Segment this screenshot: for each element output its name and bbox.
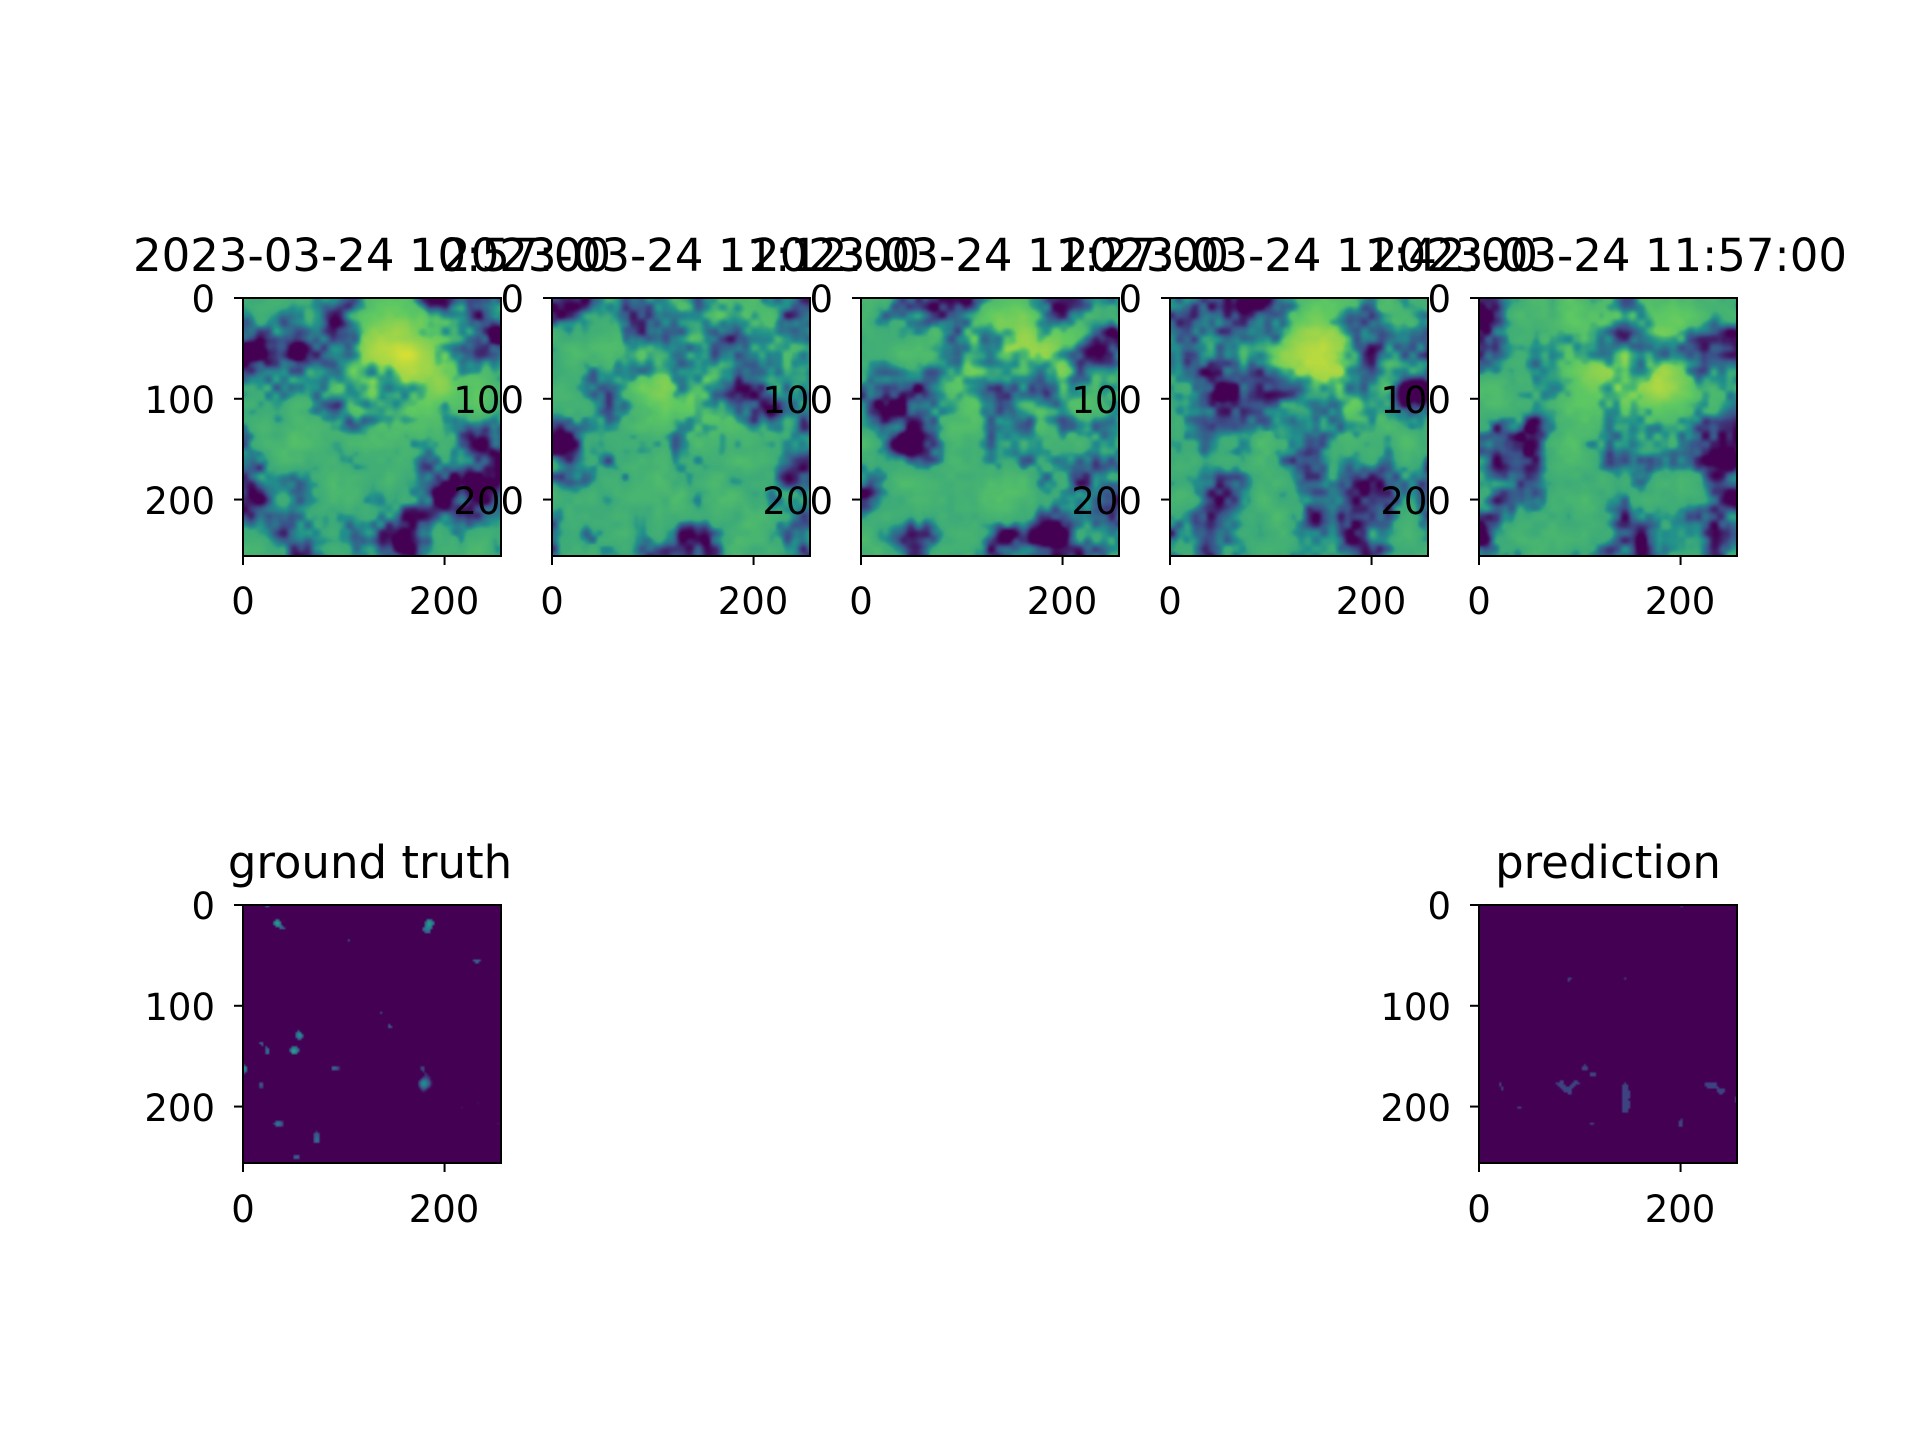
- y-tick-label: 100: [144, 379, 215, 422]
- heatmap-image: [1479, 298, 1737, 556]
- x-tick-label: 0: [1158, 580, 1182, 623]
- x-tick-label: 0: [231, 1188, 255, 1231]
- y-tick-label: 200: [144, 480, 215, 523]
- heatmap-image: [243, 298, 501, 556]
- x-tick-label: 0: [1467, 1188, 1491, 1231]
- axes-frame: [242, 297, 502, 557]
- panel-sat-4: 2023-03-24 11:42:00 0 100 200 0 200: [1060, 229, 1538, 623]
- y-tick-label: 100: [1071, 379, 1142, 422]
- x-tick-label: 0: [849, 580, 873, 623]
- y-tick-label: 100: [453, 379, 524, 422]
- x-tick-label: 0: [231, 580, 255, 623]
- axes-frame: [860, 297, 1120, 557]
- y-tick-label: 200: [1071, 480, 1142, 523]
- x-tick-label: 0: [540, 580, 564, 623]
- heatmap-image: [243, 905, 501, 1163]
- x-tick-label: 200: [718, 580, 789, 623]
- x-tick-label: 200: [409, 580, 480, 623]
- x-tick-label: 200: [409, 1188, 480, 1231]
- panel-title: ground truth: [228, 836, 512, 889]
- axes-frame: [242, 904, 502, 1164]
- heatmap-image: [1479, 905, 1737, 1163]
- y-tick-label: 200: [1380, 480, 1451, 523]
- x-tick-label: 0: [1467, 580, 1491, 623]
- x-tick-label: 200: [1336, 580, 1407, 623]
- panel-title: 2023-03-24 10:57:00: [133, 229, 611, 282]
- heatmap-image: [552, 298, 810, 556]
- y-tick-label: 0: [500, 278, 524, 321]
- y-tick-label: 200: [762, 480, 833, 523]
- x-tick-label: 200: [1645, 1188, 1716, 1231]
- panel-title: prediction: [1495, 836, 1721, 889]
- axes-frame: [551, 297, 811, 557]
- y-tick-label: 200: [453, 480, 524, 523]
- panel-prediction: prediction 0 100 200 0 200: [1380, 836, 1738, 1231]
- axes-frame: [1478, 904, 1738, 1164]
- y-tick-label: 0: [1427, 885, 1451, 928]
- x-tick-label: 200: [1027, 580, 1098, 623]
- heatmap-image: [1170, 298, 1428, 556]
- x-tick-label: 200: [1645, 580, 1716, 623]
- y-tick-label: 0: [1427, 278, 1451, 321]
- panel-sat-5: 2023-03-24 11:57:00 0 100 200 0 200: [1369, 229, 1847, 623]
- y-tick-label: 100: [144, 986, 215, 1029]
- y-tick-label: 100: [1380, 986, 1451, 1029]
- y-tick-label: 0: [809, 278, 833, 321]
- panel-sat-1: 2023-03-24 10:57:00 0 100 200 0 200: [133, 229, 611, 623]
- panel-title: 2023-03-24 11:12:00: [442, 229, 920, 282]
- panel-title: 2023-03-24 11:27:00: [751, 229, 1229, 282]
- panel-ground-truth: ground truth 0 100 200 0 200: [144, 836, 512, 1231]
- y-tick-label: 0: [1118, 278, 1142, 321]
- panel-sat-2: 2023-03-24 11:12:00 0 100 200 0 200: [442, 229, 920, 623]
- axes-frame: [1478, 297, 1738, 557]
- axes-frame: [1169, 297, 1429, 557]
- y-tick-label: 0: [191, 278, 215, 321]
- panel-title: 2023-03-24 11:42:00: [1060, 229, 1538, 282]
- panel-title: 2023-03-24 11:57:00: [1369, 229, 1847, 282]
- y-tick-label: 100: [762, 379, 833, 422]
- heatmap-image: [861, 298, 1119, 556]
- y-tick-label: 100: [1380, 379, 1451, 422]
- y-tick-label: 0: [191, 885, 215, 928]
- panel-sat-3: 2023-03-24 11:27:00 0 100 200 0 200: [751, 229, 1229, 623]
- y-tick-label: 200: [144, 1087, 215, 1130]
- y-tick-label: 200: [1380, 1087, 1451, 1130]
